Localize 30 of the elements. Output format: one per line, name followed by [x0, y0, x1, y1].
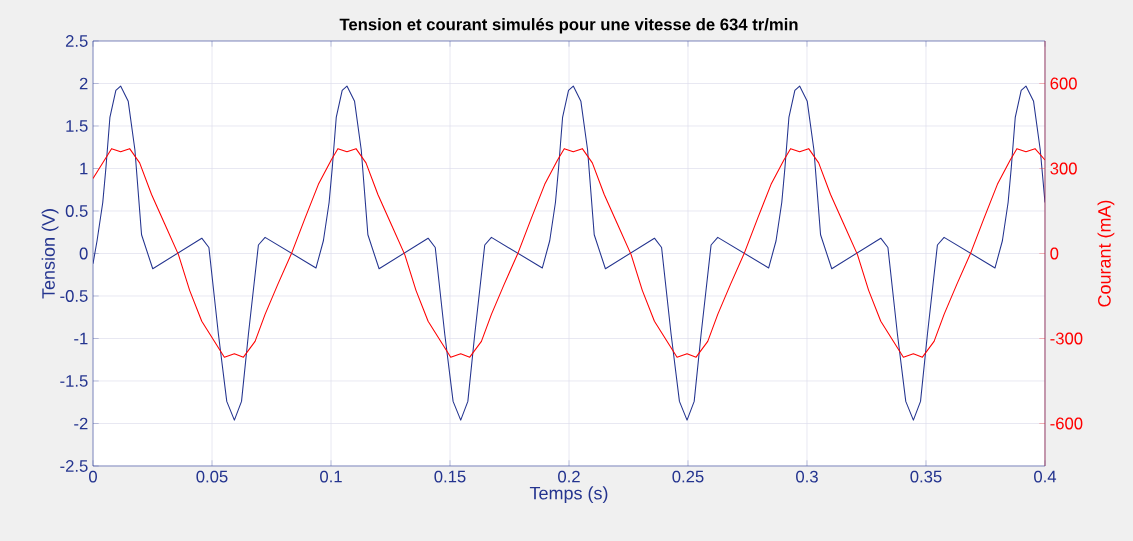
x-tick-label: 0.25: [672, 470, 704, 483]
x-tick-label: 0.35: [910, 470, 942, 483]
y-tick-label: -2: [74, 417, 88, 430]
y2-tick-label: 300: [1050, 162, 1077, 175]
line-series: [93, 148, 1045, 358]
x-tick-label: 0.1: [320, 470, 342, 483]
y2-axis-title: Courant (mA): [1097, 200, 1115, 307]
y-tick-label: 1: [80, 162, 88, 175]
y-tick-label: 0: [79, 247, 88, 260]
y-axis-title: Tension (V): [41, 209, 59, 299]
y-tick-label: -1: [74, 332, 88, 345]
y-tick-label: 1.5: [66, 120, 88, 132]
x-tick-label: 0: [89, 470, 97, 483]
y2-tick-label: -300: [1050, 332, 1083, 345]
y2-tick-label: 600: [1050, 77, 1077, 90]
x-tick-label: 0.3: [796, 470, 818, 483]
y-tick-label: 2.5: [65, 35, 88, 47]
y-tick-label: -0.5: [60, 290, 88, 302]
y-tick-label: -1.5: [60, 375, 88, 387]
y-tick-label: 2: [79, 77, 88, 90]
y2-tick-label: 0: [1050, 247, 1059, 260]
chart-title: Tension et courant simulés pour une vitesse de 634 tr/min: [339, 17, 798, 34]
y2-tick-label: -600: [1050, 417, 1083, 430]
y-tick-label: 0.5: [65, 205, 88, 217]
x-tick-label: 0.15: [434, 470, 466, 483]
x-axis-title: Temps (s): [529, 486, 608, 504]
y-tick-label: -2.5: [60, 460, 88, 472]
x-tick-label: 0.2: [558, 470, 580, 483]
x-tick-label: 0.4: [1034, 470, 1057, 483]
x-tick-label: 0.05: [196, 470, 228, 483]
